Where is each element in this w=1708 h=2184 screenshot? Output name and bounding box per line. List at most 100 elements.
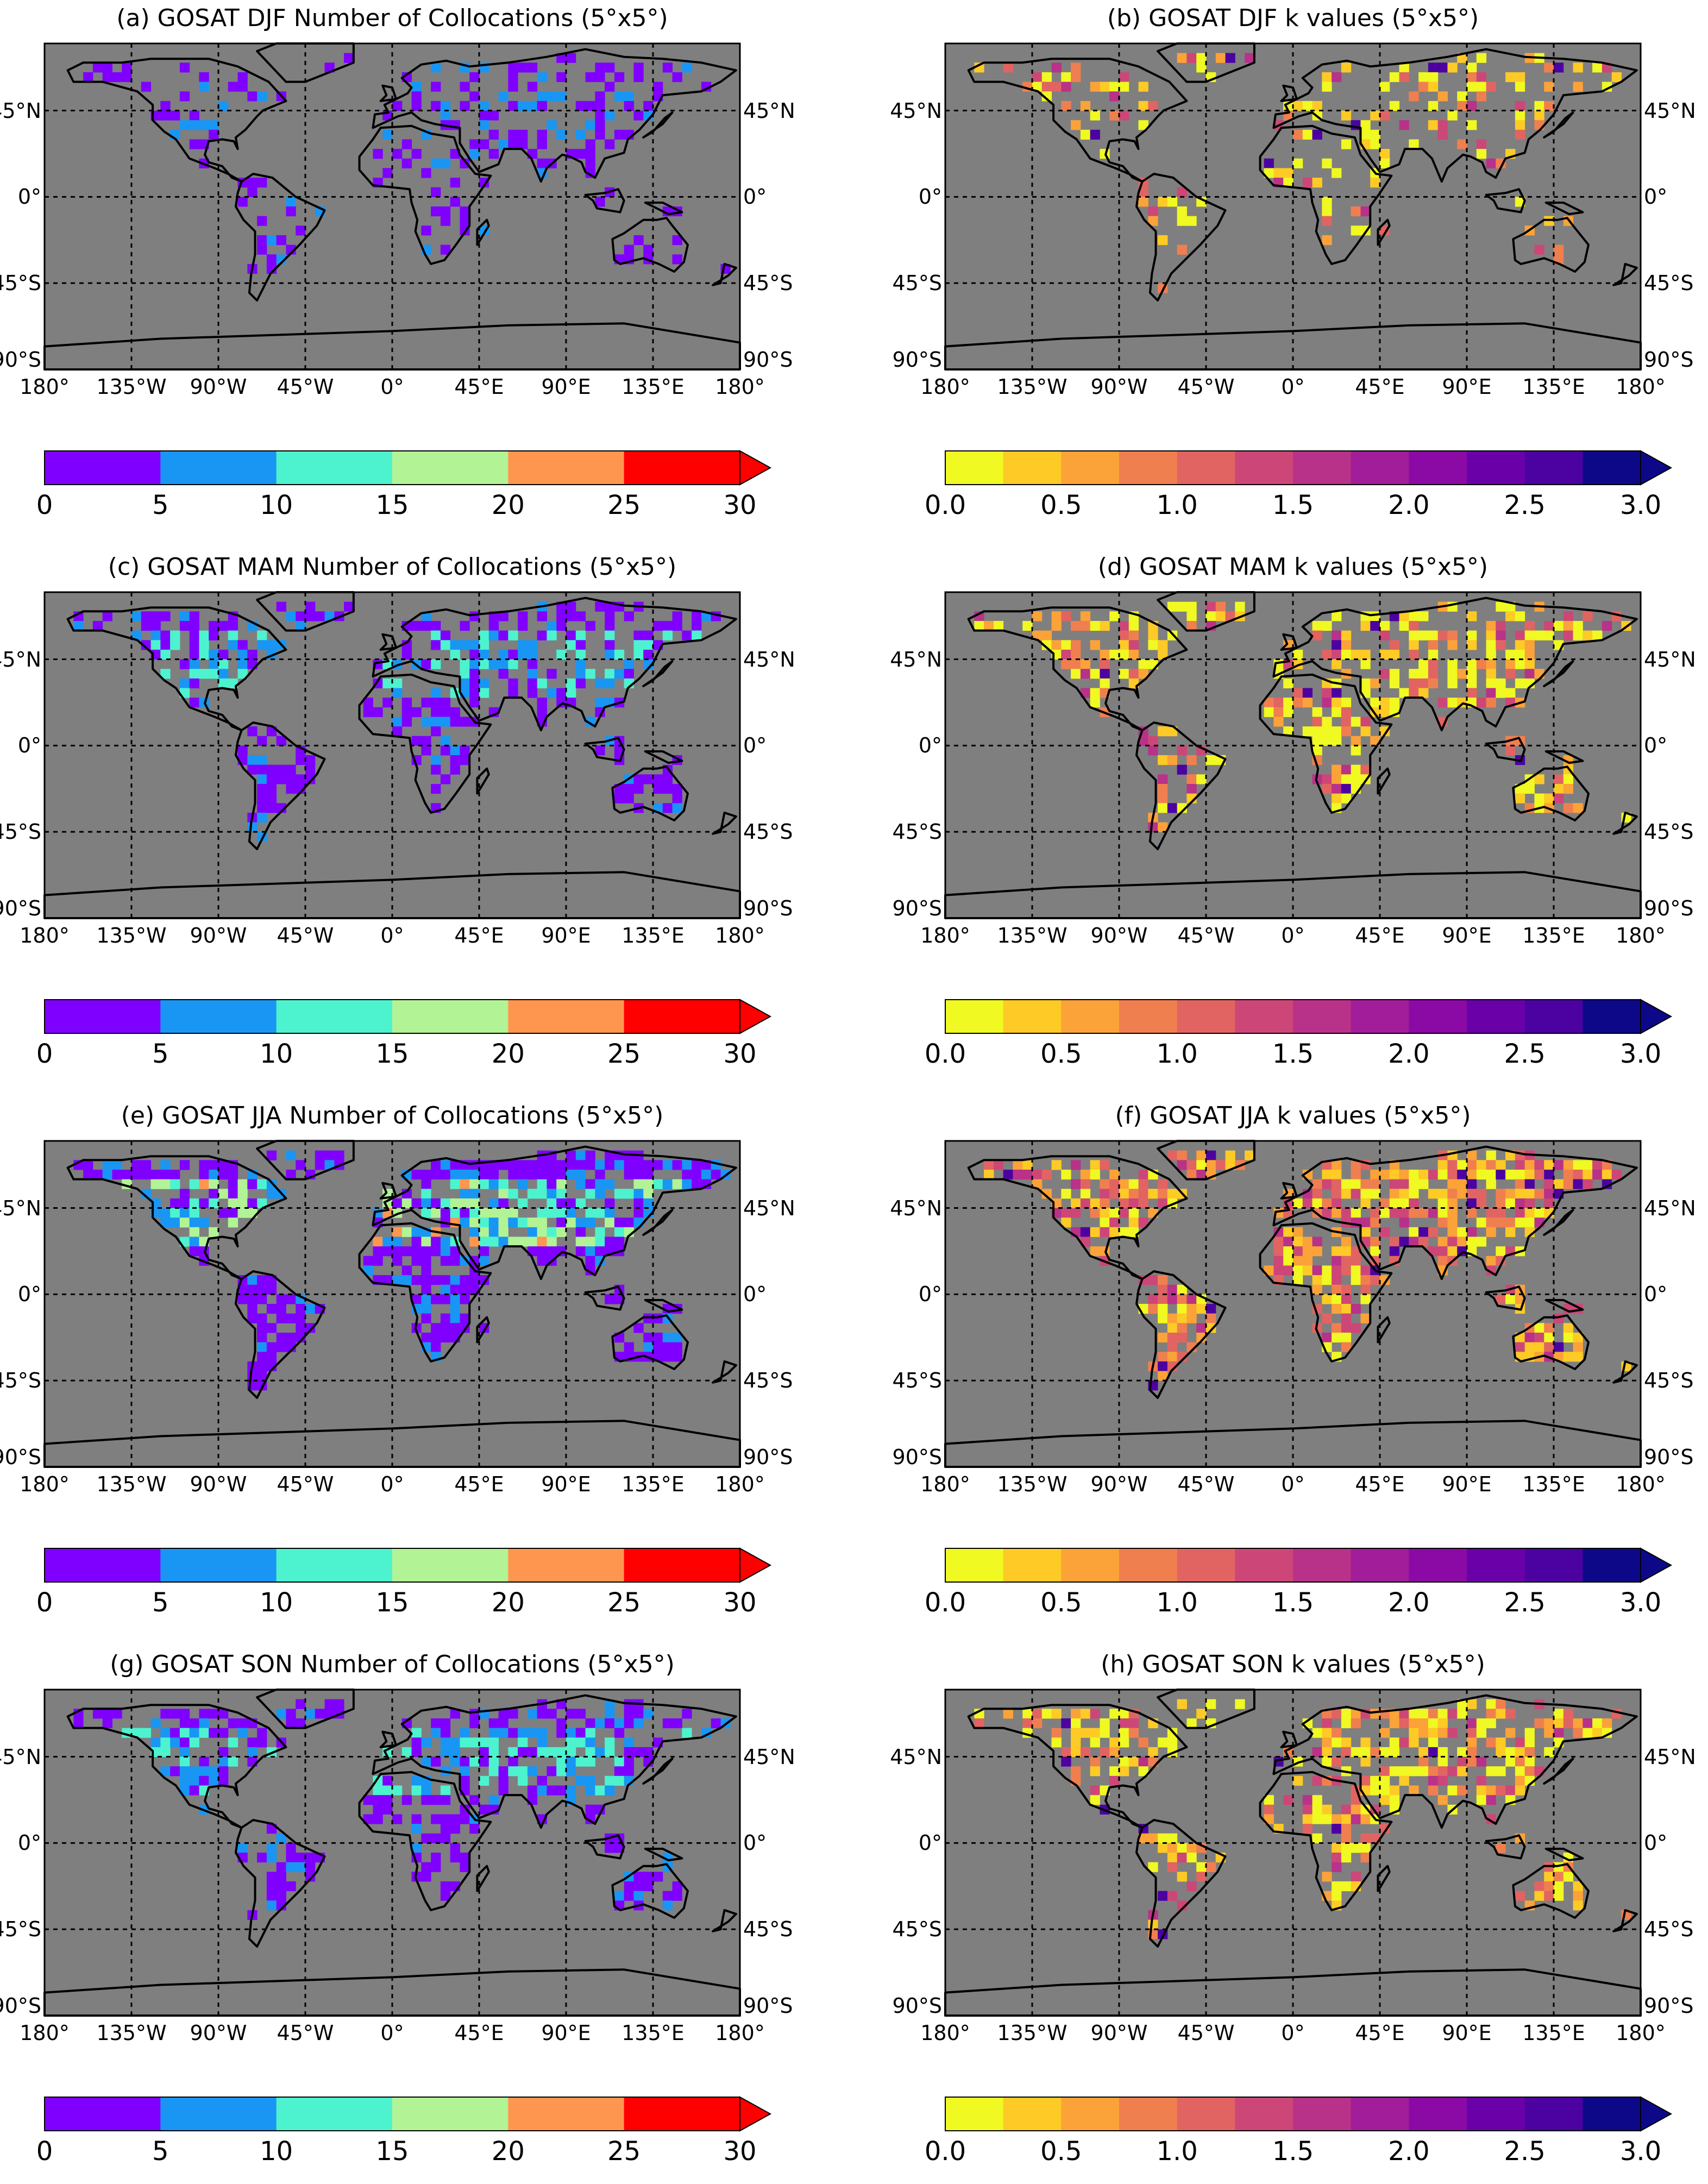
colorbar-segment xyxy=(1409,451,1467,485)
colorbar-segment xyxy=(508,451,625,485)
grid-cell xyxy=(1380,649,1390,660)
grid-cell xyxy=(1109,611,1120,622)
grid-cell xyxy=(199,649,209,660)
grid-cell xyxy=(411,101,422,111)
grid-cell xyxy=(537,698,547,708)
grid-cell xyxy=(440,1284,451,1295)
lon-tick-label: 135°W xyxy=(96,375,167,399)
colorbar-tick-label: 1.0 xyxy=(1156,490,1198,520)
grid-cell xyxy=(421,1246,431,1257)
grid-cell xyxy=(421,225,431,236)
grid-cell xyxy=(460,1208,470,1218)
colorbar-tick-label: 0.0 xyxy=(924,1039,966,1069)
grid-cell xyxy=(286,197,296,207)
colorbar-extend-arrow xyxy=(739,450,772,486)
grid-cell xyxy=(1302,178,1313,188)
grid-cell xyxy=(450,1198,460,1209)
grid-cell xyxy=(431,630,441,641)
grid-cell xyxy=(102,1169,112,1180)
grid-cell xyxy=(633,774,644,785)
grid-cell xyxy=(1283,698,1293,708)
grid-cell xyxy=(1496,678,1506,688)
grid-cell xyxy=(556,1198,567,1209)
colorbar-segment xyxy=(1409,2097,1467,2131)
grid-cell xyxy=(566,1169,576,1180)
lon-tick-label: 180° xyxy=(1616,375,1666,399)
grid-cell xyxy=(508,1217,518,1228)
coastline xyxy=(379,633,398,651)
grid-cell xyxy=(431,81,441,92)
grid-cell xyxy=(556,620,567,631)
lat-tick-label-right: 45°S xyxy=(743,271,793,296)
grid-cell xyxy=(112,1160,122,1170)
grid-cell xyxy=(1128,620,1139,631)
graticule xyxy=(45,43,740,369)
grid-cell xyxy=(199,81,209,92)
lon-tick-label: 135°E xyxy=(1522,375,1585,399)
grid-cell xyxy=(150,620,161,631)
coastline xyxy=(1544,201,1584,216)
grid-cell xyxy=(257,216,267,226)
grid-cell xyxy=(1351,206,1361,217)
grid-cell xyxy=(605,611,615,622)
grid-cell xyxy=(1554,774,1564,785)
grid-cell xyxy=(1486,158,1496,168)
grid-cell xyxy=(1158,640,1168,650)
grid-cell xyxy=(392,1227,403,1237)
grid-cell xyxy=(170,630,180,641)
grid-cell xyxy=(1071,659,1081,669)
grid-cell xyxy=(1505,745,1516,756)
grid-cell xyxy=(276,1342,286,1352)
grid-cell xyxy=(257,1198,267,1209)
grid-cell xyxy=(1544,101,1554,111)
colorbar-segment xyxy=(1003,1000,1062,1033)
grid-cell xyxy=(392,1275,403,1285)
grid-cell xyxy=(1283,178,1293,188)
grid-cell xyxy=(440,216,451,226)
colorbar-segment xyxy=(1351,451,1409,485)
grid-cell xyxy=(1061,101,1071,111)
grid-cell xyxy=(537,1256,547,1266)
grid-cell xyxy=(1554,244,1564,255)
grid-cell xyxy=(421,736,431,746)
grid-cell xyxy=(692,620,702,631)
grid-cell xyxy=(605,62,615,73)
grid-cell xyxy=(1457,669,1467,679)
grid-cell xyxy=(257,1323,267,1333)
grid-cell xyxy=(469,1227,480,1237)
coastline xyxy=(235,173,326,302)
grid-cell xyxy=(1148,216,1158,226)
coastline xyxy=(476,218,490,246)
grid-cell xyxy=(566,1217,576,1228)
grid-cell xyxy=(1041,640,1052,650)
grid-cell xyxy=(315,1160,325,1170)
grid-cell xyxy=(1119,630,1129,641)
lat-tick-label-right: 90°S xyxy=(743,896,793,920)
grid-cell xyxy=(199,1179,209,1189)
grid-cell xyxy=(131,1169,142,1180)
grid-cell xyxy=(1186,755,1197,765)
grid-cell xyxy=(1544,81,1554,92)
grid-cell xyxy=(1293,129,1303,140)
grid-cell xyxy=(508,139,518,149)
lon-tick-label: 0° xyxy=(380,924,404,947)
grid-cell xyxy=(1583,630,1593,641)
grid-cell xyxy=(1515,101,1525,111)
grid-cell xyxy=(460,1313,470,1323)
grid-cell xyxy=(1100,620,1110,631)
colorbar-segment xyxy=(624,451,740,485)
grid-cell xyxy=(556,1189,567,1199)
grid-cell xyxy=(305,764,316,775)
grid-cell xyxy=(508,688,518,698)
grid-cell xyxy=(624,101,634,111)
colorbar-tick-label: 1.5 xyxy=(1272,2136,1314,2167)
grid-cell xyxy=(247,1284,258,1295)
grid-cell xyxy=(1428,678,1439,688)
grid-cell xyxy=(1273,717,1284,727)
grid-cell xyxy=(633,630,644,641)
grid-cell xyxy=(1080,611,1091,622)
grid-cell xyxy=(1138,659,1148,669)
lon-tick-label: 90°E xyxy=(541,924,591,947)
lat-tick-label-left: 90°S xyxy=(0,348,41,372)
grid-cell xyxy=(575,1169,586,1180)
